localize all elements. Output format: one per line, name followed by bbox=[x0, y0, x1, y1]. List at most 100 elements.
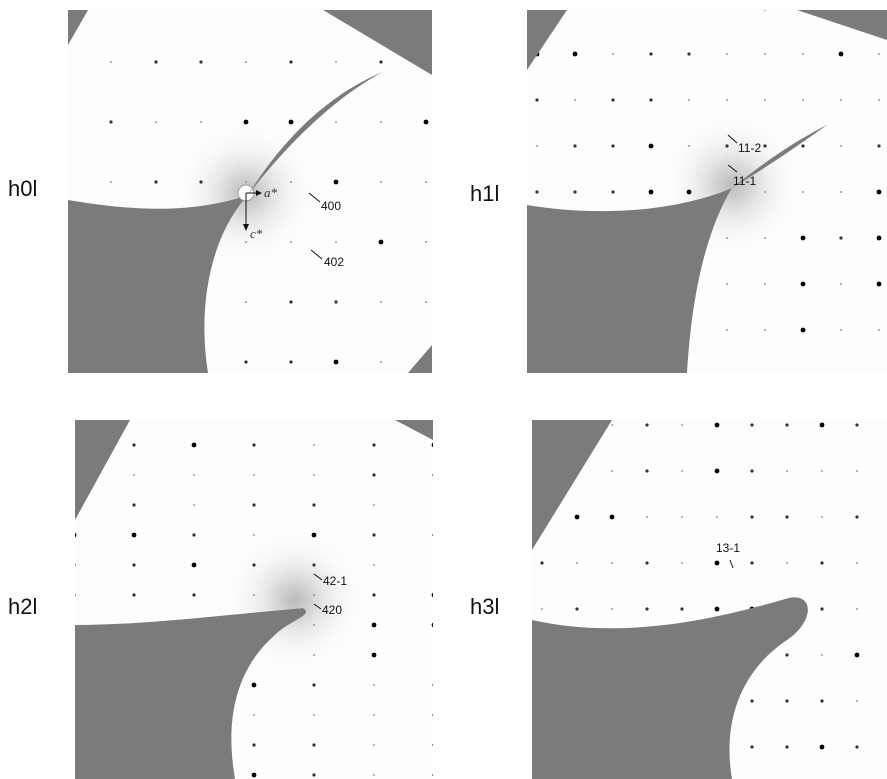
diffraction-spot bbox=[253, 534, 255, 536]
diffraction-spot bbox=[715, 423, 720, 428]
diffraction-spot bbox=[313, 624, 315, 626]
diffraction-spot bbox=[432, 713, 435, 716]
diffraction-spot bbox=[64, 360, 67, 363]
diffraction-spot bbox=[432, 413, 437, 418]
diffraction-spot bbox=[425, 181, 427, 183]
diffraction-spot bbox=[313, 474, 315, 476]
diffraction-spot bbox=[877, 282, 882, 287]
diffraction-spot bbox=[313, 714, 315, 716]
diffraction-spot bbox=[820, 607, 823, 610]
diffraction-spot bbox=[802, 7, 804, 9]
diffraction-spot bbox=[373, 714, 375, 716]
diffraction-spot bbox=[574, 99, 576, 101]
diffraction-spot bbox=[380, 301, 382, 303]
diffraction-spot bbox=[877, 374, 880, 377]
diffraction-spot bbox=[715, 607, 720, 612]
diffraction-spot bbox=[199, 180, 202, 183]
diffraction-spot bbox=[877, 144, 880, 147]
diffraction-spot bbox=[193, 474, 195, 476]
diffraction-spot bbox=[763, 374, 768, 379]
diffraction-spot bbox=[72, 533, 77, 538]
diffraction-spot bbox=[424, 0, 427, 3]
diffraction-spot bbox=[379, 240, 384, 245]
diffraction-spot bbox=[878, 99, 880, 101]
diffraction-spot bbox=[372, 623, 377, 628]
diffraction-spot bbox=[611, 6, 614, 9]
diffraction-spot bbox=[372, 533, 375, 536]
diffraction-spot bbox=[432, 593, 437, 598]
diffraction-spot bbox=[432, 743, 435, 746]
diffraction-spot bbox=[72, 593, 75, 596]
diffraction-spot bbox=[839, 374, 842, 377]
diffraction-spot bbox=[335, 121, 337, 123]
diffraction-spot bbox=[245, 241, 247, 243]
diffraction-spot bbox=[154, 180, 157, 183]
diffraction-spot bbox=[786, 470, 788, 472]
diffraction-spot bbox=[840, 99, 842, 101]
diffraction-spot bbox=[785, 515, 788, 518]
diffraction-spot bbox=[855, 515, 858, 518]
diffraction-spot bbox=[72, 563, 75, 566]
diffraction-spot bbox=[645, 561, 648, 564]
diffraction-spot bbox=[155, 121, 157, 123]
diffraction-spot bbox=[610, 515, 615, 520]
diffraction-spot bbox=[649, 144, 654, 149]
diffraction-spot bbox=[313, 414, 315, 416]
diffraction-spot bbox=[313, 654, 315, 656]
reflection-label: 13-1 bbox=[716, 541, 740, 555]
diffraction-spot bbox=[372, 473, 375, 476]
diffraction-spot bbox=[821, 516, 823, 518]
diffraction-spot bbox=[820, 561, 823, 564]
diffraction-spot bbox=[73, 624, 75, 626]
diffraction-spot bbox=[856, 700, 858, 702]
diffraction-spot bbox=[425, 301, 427, 303]
diffraction-spot bbox=[645, 469, 648, 472]
reflection-label: 11-2 bbox=[738, 141, 761, 155]
diffraction-spot bbox=[535, 190, 538, 193]
reflection-label: 400 bbox=[321, 199, 341, 213]
diffraction-spot bbox=[611, 98, 614, 101]
diffraction-spot bbox=[192, 533, 195, 536]
diffraction-spot bbox=[801, 236, 806, 241]
diffraction-spot bbox=[65, 181, 67, 183]
diffraction-spot bbox=[245, 61, 247, 63]
diffraction-spot bbox=[290, 181, 292, 183]
diffraction-spot bbox=[611, 608, 613, 610]
diffraction-spot bbox=[878, 53, 880, 55]
diffraction-spot bbox=[750, 423, 753, 426]
diffraction-spot bbox=[373, 504, 375, 506]
axis-label: c* bbox=[250, 226, 263, 241]
diffraction-spot bbox=[725, 144, 728, 147]
diffraction-spot bbox=[252, 743, 255, 746]
diffraction-spot bbox=[252, 683, 257, 688]
diffraction-spot bbox=[726, 7, 728, 9]
diffraction-spot bbox=[764, 329, 766, 331]
reflection-label: 42-1 bbox=[323, 574, 347, 588]
diffraction-spot bbox=[192, 443, 197, 448]
diffraction-spot bbox=[715, 469, 720, 474]
diffraction-spot bbox=[536, 145, 538, 147]
diffraction-spot bbox=[252, 563, 255, 566]
diffraction-spot bbox=[802, 191, 804, 193]
diffraction-spot bbox=[372, 653, 377, 658]
diffraction-spot bbox=[726, 53, 728, 55]
diffraction-spot bbox=[252, 413, 257, 418]
diffraction-spot bbox=[687, 190, 692, 195]
diffraction-spot bbox=[244, 120, 249, 125]
diffraction-spot bbox=[645, 607, 648, 610]
panel-label: h3l bbox=[470, 594, 499, 619]
diffraction-spot bbox=[649, 98, 652, 101]
diffraction-spot bbox=[764, 53, 766, 55]
diffraction-spot bbox=[840, 191, 842, 193]
diffraction-spot bbox=[132, 563, 135, 566]
diffraction-spot bbox=[380, 361, 382, 363]
reflection-label: 11-1 bbox=[733, 174, 756, 188]
panel-label: h1l bbox=[470, 181, 499, 206]
diffraction-spot bbox=[73, 444, 75, 446]
diffraction-spot bbox=[649, 52, 652, 55]
diffraction-spot bbox=[573, 374, 576, 377]
diffraction-spot bbox=[839, 52, 844, 57]
diffraction-spot bbox=[253, 474, 255, 476]
diffraction-spot bbox=[573, 190, 576, 193]
diffraction-spot bbox=[855, 653, 860, 658]
